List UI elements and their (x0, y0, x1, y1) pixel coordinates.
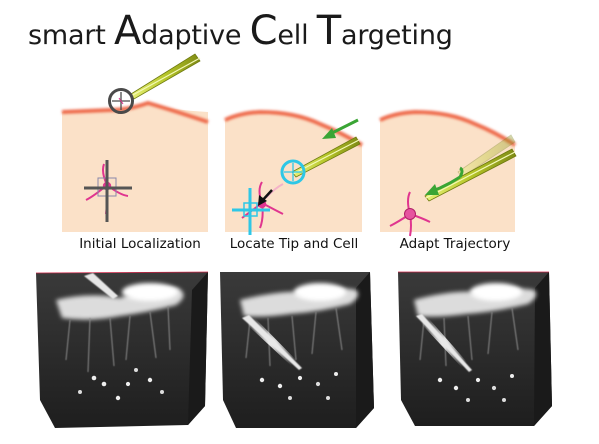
title-rest-a: daptive (141, 20, 250, 51)
volume-adapt-trajectory (398, 271, 552, 426)
arrow-icon (322, 118, 359, 139)
tissue-surface-line (224, 109, 364, 147)
crosshair-icon (84, 160, 132, 222)
volume-locate-tip-and-cell (220, 272, 374, 428)
title-rest-t: argeting (341, 20, 453, 51)
target-ring-icon (108, 88, 134, 114)
step-label-initial-localization: Initial Localization (79, 236, 201, 252)
detect-ring-icon (280, 159, 306, 185)
tissue-surface-line (379, 109, 517, 147)
tissue-surface-line (61, 100, 209, 124)
title-prefix: smart (28, 20, 114, 51)
title-initial-c: C (249, 8, 278, 54)
title-rest-c: ell (277, 20, 317, 51)
arrow-icon (425, 166, 464, 195)
tissue-block (62, 103, 208, 232)
arrow-icon (258, 189, 273, 206)
step-label-locate-tip-and-cell: Locate Tip and Cell (229, 236, 359, 252)
step-label-adapt-trajectory: Adapt Trajectory (399, 236, 511, 252)
crosshair-icon (232, 188, 270, 235)
tissue-block (380, 112, 515, 232)
figure-title: smart Adaptive Cell Targeting (28, 4, 453, 63)
volume-initial-localization (35, 271, 209, 428)
title-initial-t: T (316, 8, 342, 54)
cell-icon (389, 191, 431, 237)
pipette-icon (424, 148, 517, 202)
title-initial-a: A (113, 8, 142, 54)
